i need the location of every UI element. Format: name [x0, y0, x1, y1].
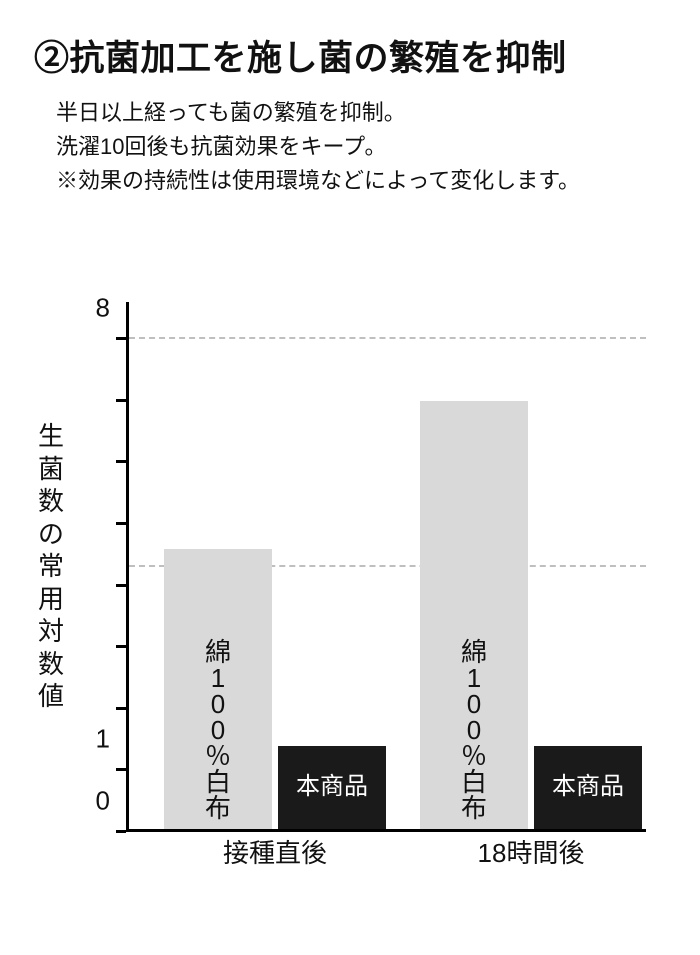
- bar-label-cotton: 綿100％白布: [205, 639, 231, 821]
- bar-cotton: 綿100％白布: [164, 549, 272, 829]
- grid-line: [129, 337, 646, 339]
- bar-cotton: 綿100％白布: [420, 401, 528, 829]
- y-axis-title: 生菌数の常用対数値: [38, 420, 64, 713]
- bar-label-product: 本商品: [278, 766, 386, 801]
- plot-area: 018綿100％白布本商品接種直後綿100％白布本商品18時間後: [126, 300, 646, 860]
- y-tick-minor: [116, 460, 126, 463]
- bar-product: 本商品: [278, 746, 386, 829]
- y-tick-label: 8: [96, 292, 110, 323]
- description: 半日以上経っても菌の繁殖を抑制。 洗濯10回後も抗菌効果をキープ。 ※効果の持続…: [56, 96, 666, 198]
- desc-line: 洗濯10回後も抗菌効果をキープ。: [56, 130, 666, 164]
- bar-product: 本商品: [534, 746, 642, 829]
- y-tick: [116, 830, 126, 833]
- x-category-label: 接種直後: [164, 833, 386, 870]
- y-tick: [116, 337, 126, 340]
- y-tick-label: 0: [96, 786, 110, 817]
- y-tick-label: 1: [96, 724, 110, 755]
- desc-line: 半日以上経っても菌の繁殖を抑制。: [56, 96, 666, 130]
- y-tick: [116, 768, 126, 771]
- y-axis-line: [126, 302, 129, 832]
- y-tick-minor: [116, 707, 126, 710]
- y-tick-minor: [116, 522, 126, 525]
- bar-label-cotton: 綿100％白布: [461, 639, 487, 821]
- bar-chart: 生菌数の常用対数値 018綿100％白布本商品接種直後綿100％白布本商品18時…: [34, 300, 666, 920]
- x-axis-line: [126, 829, 646, 832]
- y-tick-minor: [116, 584, 126, 587]
- bar-label-product: 本商品: [534, 766, 642, 801]
- desc-line: ※効果の持続性は使用環境などによって変化します。: [56, 164, 666, 198]
- y-tick-minor: [116, 645, 126, 648]
- y-tick-minor: [116, 399, 126, 402]
- page-title: ②抗菌加工を施し菌の繁殖を抑制: [34, 36, 666, 82]
- x-category-label: 18時間後: [420, 833, 642, 870]
